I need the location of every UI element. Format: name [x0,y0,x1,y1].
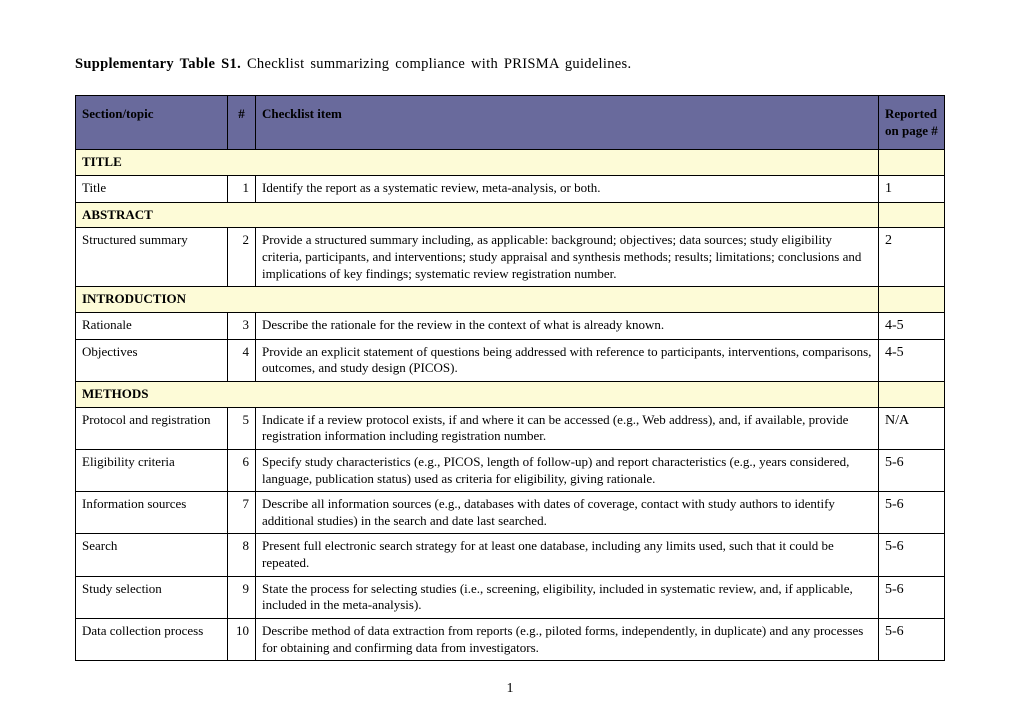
cell-topic: Search [76,534,228,576]
prisma-table: Section/topic # Checklist item Reported … [75,95,945,661]
cell-item: Indicate if a review protocol exists, if… [256,407,879,449]
table-row: Protocol and registration5Indicate if a … [76,407,945,449]
section-heading: TITLE [76,150,879,176]
cell-topic: Structured summary [76,228,228,287]
cell-topic: Data collection process [76,618,228,660]
cell-num: 1 [228,175,256,202]
cell-page: 4-5 [879,339,945,381]
section-heading-blank [879,287,945,313]
cell-num: 8 [228,534,256,576]
caption-rest: Checklist summarizing compliance with PR… [241,56,631,72]
cell-item: Present full electronic search strategy … [256,534,879,576]
page-number: 1 [75,681,945,697]
col-page: Reported on page # [879,96,945,150]
cell-topic: Objectives [76,339,228,381]
col-topic: Section/topic [76,96,228,150]
cell-page: N/A [879,407,945,449]
cell-item: Describe method of data extraction from … [256,618,879,660]
cell-item: Provide a structured summary including, … [256,228,879,287]
section-heading-blank [879,382,945,408]
table-row: Search8Present full electronic search st… [76,534,945,576]
section-heading-row: ABSTRACT [76,202,945,228]
cell-item: Describe the rationale for the review in… [256,312,879,339]
cell-item: Describe all information sources (e.g., … [256,492,879,534]
section-heading-row: METHODS [76,382,945,408]
caption-bold: Supplementary Table S1. [75,56,241,72]
cell-num: 10 [228,618,256,660]
header-row: Section/topic # Checklist item Reported … [76,96,945,150]
cell-page: 4-5 [879,312,945,339]
cell-num: 5 [228,407,256,449]
cell-page: 5-6 [879,449,945,491]
cell-num: 2 [228,228,256,287]
cell-num: 6 [228,449,256,491]
cell-item: State the process for selecting studies … [256,576,879,618]
table-caption: Supplementary Table S1. Checklist summar… [75,56,945,73]
section-heading-row: TITLE [76,150,945,176]
cell-page: 5-6 [879,492,945,534]
cell-page: 5-6 [879,618,945,660]
col-num: # [228,96,256,150]
cell-item: Specify study characteristics (e.g., PIC… [256,449,879,491]
section-heading: METHODS [76,382,879,408]
cell-topic: Protocol and registration [76,407,228,449]
section-heading-blank [879,150,945,176]
cell-num: 4 [228,339,256,381]
cell-topic: Information sources [76,492,228,534]
table-row: Study selection9State the process for se… [76,576,945,618]
table-row: Structured summary2Provide a structured … [76,228,945,287]
cell-page: 5-6 [879,534,945,576]
col-item: Checklist item [256,96,879,150]
cell-page: 2 [879,228,945,287]
cell-num: 9 [228,576,256,618]
cell-page: 1 [879,175,945,202]
cell-topic: Study selection [76,576,228,618]
table-row: Rationale3Describe the rationale for the… [76,312,945,339]
cell-topic: Eligibility criteria [76,449,228,491]
section-heading: INTRODUCTION [76,287,879,313]
table-row: Data collection process10Describe method… [76,618,945,660]
table-row: Information sources7Describe all informa… [76,492,945,534]
section-heading-blank [879,202,945,228]
table-row: Objectives4Provide an explicit statement… [76,339,945,381]
cell-item: Provide an explicit statement of questio… [256,339,879,381]
cell-num: 7 [228,492,256,534]
cell-page: 5-6 [879,576,945,618]
table-row: Title1Identify the report as a systemati… [76,175,945,202]
section-heading: ABSTRACT [76,202,879,228]
section-heading-row: INTRODUCTION [76,287,945,313]
cell-num: 3 [228,312,256,339]
cell-topic: Title [76,175,228,202]
cell-topic: Rationale [76,312,228,339]
cell-item: Identify the report as a systematic revi… [256,175,879,202]
table-row: Eligibility criteria6Specify study chara… [76,449,945,491]
